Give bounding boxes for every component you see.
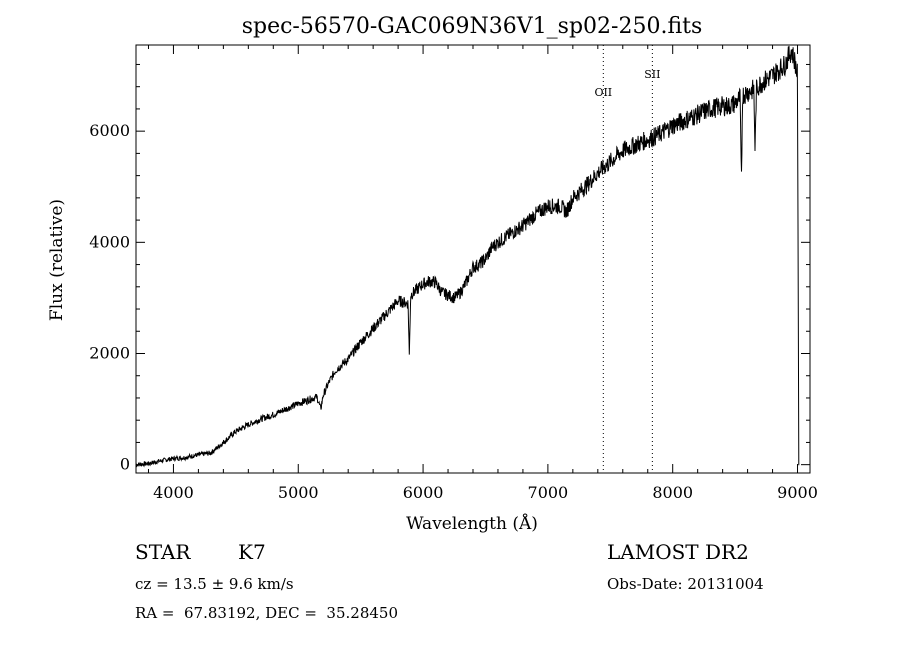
spectral-line-label: OII (594, 86, 612, 99)
sky-coordinates: RA = 67.83192, DEC = 35.28450 (135, 604, 399, 622)
x-tick-label: 6000 (403, 483, 444, 502)
y-tick-label: 4000 (89, 232, 130, 251)
x-tick-label: 7000 (528, 483, 569, 502)
spectral-line-markers: OII SII (594, 45, 660, 473)
y-tick-label: 6000 (89, 121, 130, 140)
object-class: STAR (135, 540, 191, 564)
spectrum-line (135, 45, 800, 468)
y-tick-label: 0 (120, 455, 130, 474)
x-tick-label: 4000 (153, 483, 194, 502)
x-tick-label: 9000 (777, 483, 818, 502)
x-tick-label: 5000 (278, 483, 319, 502)
observation-date: Obs-Date: 20131004 (607, 575, 764, 593)
plot-frame (135, 44, 811, 474)
survey-name: LAMOST DR2 (607, 540, 749, 564)
y-axis-label: Flux (relative) (47, 199, 67, 321)
object-subclass: K7 (238, 540, 266, 564)
redshift-value: cz = 13.5 ± 9.6 km/s (135, 575, 294, 593)
x-tick-label: 8000 (652, 483, 693, 502)
x-axis-label: Wavelength (Å) (406, 513, 538, 534)
spectral-line-label: SII (644, 68, 660, 81)
x-axis: 4000 5000 6000 7000 8000 9000 (147, 45, 818, 502)
y-axis: 0 2000 4000 6000 (89, 63, 810, 474)
y-tick-label: 2000 (89, 343, 130, 362)
chart-title: spec-56570-GAC069N36V1_sp02-250.fits (242, 14, 703, 39)
